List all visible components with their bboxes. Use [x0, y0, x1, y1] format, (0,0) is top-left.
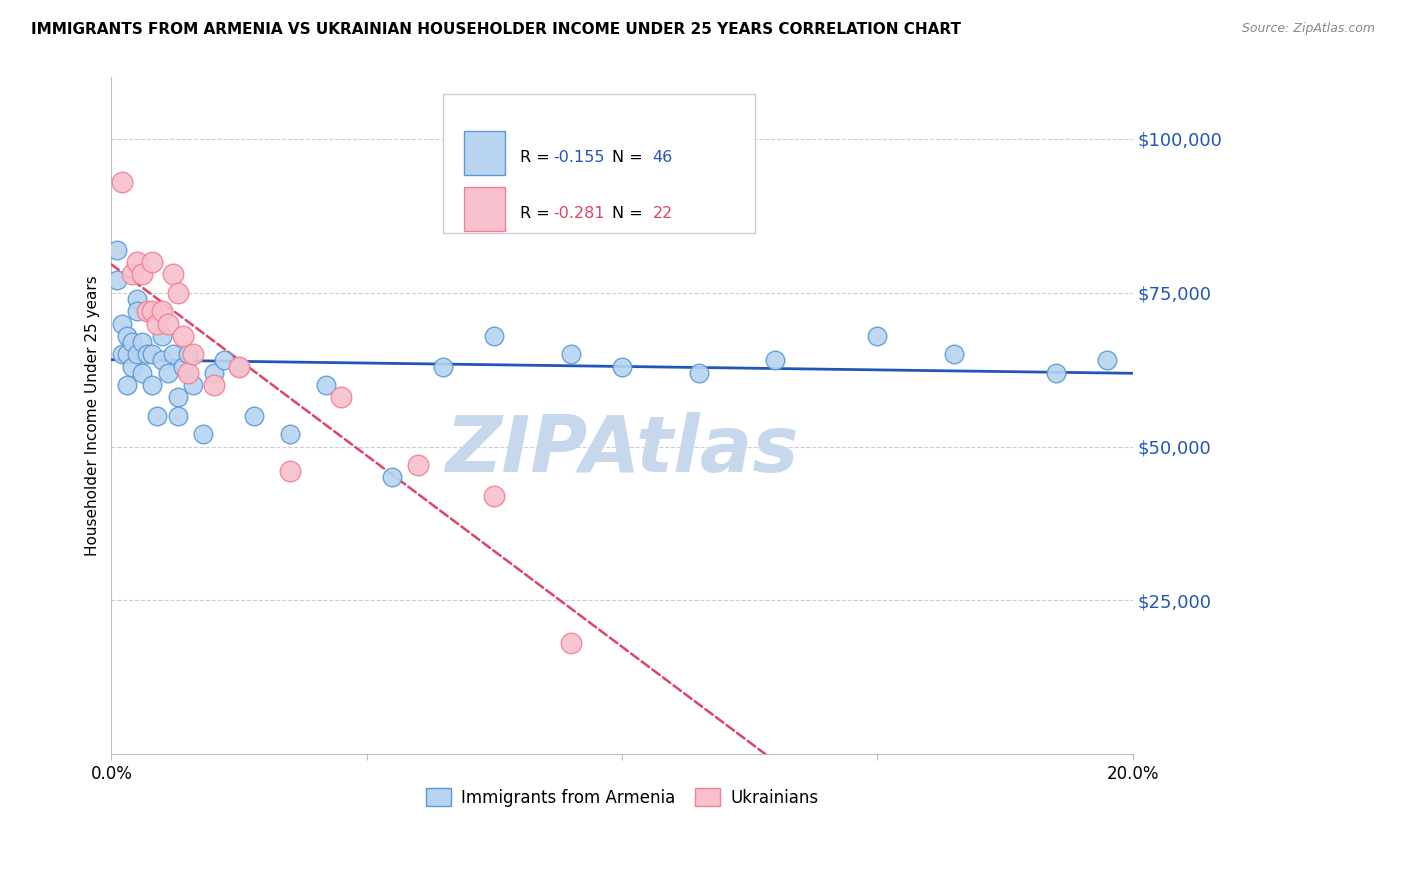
Point	[688, 366, 710, 380]
Point	[156, 317, 179, 331]
FancyBboxPatch shape	[464, 131, 505, 175]
Point	[610, 359, 633, 374]
Point	[125, 347, 148, 361]
Text: R =: R =	[520, 206, 555, 221]
Point	[156, 366, 179, 380]
Point	[121, 359, 143, 374]
Point	[181, 378, 204, 392]
Point	[278, 464, 301, 478]
FancyBboxPatch shape	[443, 95, 755, 233]
Text: 46: 46	[652, 150, 673, 165]
Point	[1045, 366, 1067, 380]
Point	[484, 489, 506, 503]
Y-axis label: Householder Income Under 25 years: Householder Income Under 25 years	[86, 276, 100, 557]
Point	[131, 334, 153, 349]
Point	[141, 304, 163, 318]
Text: N =: N =	[612, 206, 648, 221]
Point	[172, 329, 194, 343]
Point	[432, 359, 454, 374]
Point	[152, 304, 174, 318]
Point	[121, 334, 143, 349]
Point	[177, 347, 200, 361]
Point	[1095, 353, 1118, 368]
Point	[131, 268, 153, 282]
Point	[177, 366, 200, 380]
Point	[162, 347, 184, 361]
Text: N =: N =	[612, 150, 648, 165]
Point	[141, 255, 163, 269]
Point	[484, 329, 506, 343]
Point	[228, 359, 250, 374]
Point	[560, 347, 582, 361]
Text: -0.155: -0.155	[554, 150, 605, 165]
Point	[763, 353, 786, 368]
Point	[111, 317, 134, 331]
Point	[105, 273, 128, 287]
Point	[152, 329, 174, 343]
Point	[115, 378, 138, 392]
Point	[172, 359, 194, 374]
Point	[136, 347, 159, 361]
Point	[406, 458, 429, 472]
Point	[111, 175, 134, 189]
Point	[315, 378, 337, 392]
Point	[560, 636, 582, 650]
Text: IMMIGRANTS FROM ARMENIA VS UKRAINIAN HOUSEHOLDER INCOME UNDER 25 YEARS CORRELATI: IMMIGRANTS FROM ARMENIA VS UKRAINIAN HOU…	[31, 22, 960, 37]
Point	[193, 427, 215, 442]
Text: 22: 22	[652, 206, 673, 221]
Point	[162, 268, 184, 282]
Point	[136, 304, 159, 318]
Point	[166, 409, 188, 423]
Text: Source: ZipAtlas.com: Source: ZipAtlas.com	[1241, 22, 1375, 36]
Point	[125, 292, 148, 306]
Point	[166, 390, 188, 404]
Text: -0.281: -0.281	[554, 206, 605, 221]
FancyBboxPatch shape	[464, 187, 505, 231]
Point	[141, 347, 163, 361]
Point	[146, 409, 169, 423]
Point	[381, 470, 404, 484]
Point	[146, 317, 169, 331]
Point	[243, 409, 266, 423]
Point	[212, 353, 235, 368]
Point	[131, 366, 153, 380]
Text: R =: R =	[520, 150, 555, 165]
Point	[330, 390, 353, 404]
Text: ZIPAtlas: ZIPAtlas	[446, 412, 799, 488]
Point	[278, 427, 301, 442]
Point	[111, 347, 134, 361]
Point	[141, 378, 163, 392]
Point	[166, 285, 188, 300]
Point	[115, 347, 138, 361]
Point	[942, 347, 965, 361]
Point	[202, 378, 225, 392]
Point	[152, 353, 174, 368]
Point	[181, 347, 204, 361]
Point	[125, 304, 148, 318]
Legend: Immigrants from Armenia, Ukrainians: Immigrants from Armenia, Ukrainians	[419, 781, 825, 814]
Point	[125, 255, 148, 269]
Point	[121, 268, 143, 282]
Point	[866, 329, 889, 343]
Point	[105, 243, 128, 257]
Point	[136, 304, 159, 318]
Point	[228, 359, 250, 374]
Point	[115, 329, 138, 343]
Point	[202, 366, 225, 380]
